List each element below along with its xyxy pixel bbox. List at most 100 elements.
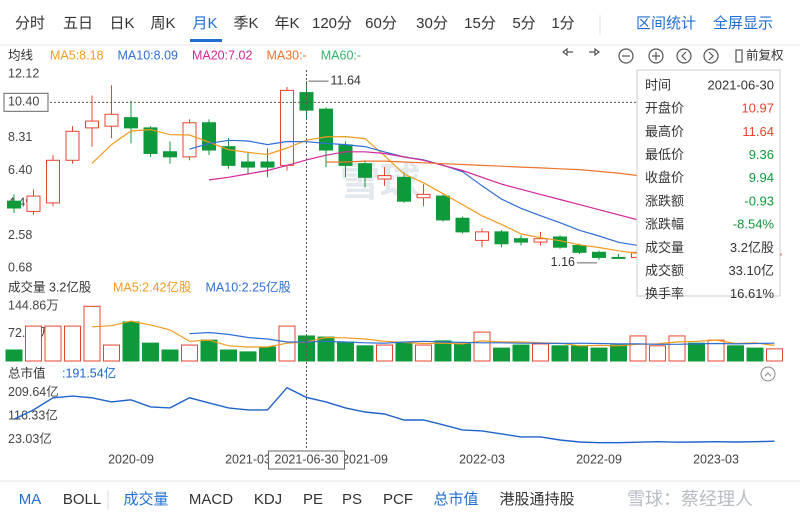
candle-body xyxy=(260,161,275,168)
volume-bar xyxy=(44,325,62,362)
x-tick-label: 2022-03 xyxy=(459,452,505,466)
period-tab[interactable]: 15分 xyxy=(464,15,496,32)
indicator-tab[interactable]: MA xyxy=(19,491,42,508)
volume-bar xyxy=(337,341,354,362)
legend-entry: MA10:8.09 xyxy=(118,48,179,62)
y-tick-label: 8.31 xyxy=(8,130,32,144)
volume-bar xyxy=(766,348,783,362)
candle-body xyxy=(319,108,333,151)
y-tick-label: 12.12 xyxy=(8,66,39,80)
volume-bar xyxy=(727,345,744,362)
prev-icon[interactable] xyxy=(676,48,692,64)
volume-bar xyxy=(512,344,530,362)
y-tick-label: 209.64亿 xyxy=(8,384,59,399)
indicator-tab[interactable]: PCF xyxy=(383,491,413,508)
crosshair-x-box xyxy=(268,450,345,470)
info-panel xyxy=(636,69,781,297)
volume-bar xyxy=(376,344,393,362)
period-tab[interactable]: 月K xyxy=(192,15,217,32)
info-value: 9.36 xyxy=(749,147,774,162)
info-value: 9.94 xyxy=(749,170,774,185)
indicator-tab[interactable]: 成交量 xyxy=(123,490,168,508)
y-tick-label: 144.86万 xyxy=(8,298,59,312)
volume-bar xyxy=(317,336,335,362)
indicator-tab[interactable]: MACD xyxy=(189,491,233,508)
volume-bar xyxy=(239,351,257,362)
indicator-tab[interactable]: PS xyxy=(342,491,362,508)
candle-body xyxy=(46,159,60,204)
volume-bar xyxy=(122,321,140,362)
action-button[interactable]: 全屏显示 xyxy=(713,14,773,32)
info-value: -0.93 xyxy=(744,193,774,208)
indicator-tab[interactable]: KDJ xyxy=(254,491,282,508)
period-tab[interactable]: 周K xyxy=(150,15,175,32)
period-tab[interactable]: 120分 xyxy=(312,15,352,32)
indicator-tab[interactable]: 总市值 xyxy=(433,491,478,508)
x-tick-label: 2022-09 xyxy=(576,452,622,466)
zoom-in-icon[interactable] xyxy=(648,48,664,64)
volume-bar xyxy=(142,342,159,362)
redo-icon[interactable] xyxy=(589,47,600,57)
info-label: 换手率 xyxy=(645,286,684,301)
period-tab[interactable]: 五日 xyxy=(63,15,93,32)
volume-bar xyxy=(493,347,510,362)
volume-bar xyxy=(590,347,608,362)
zoom-out-icon[interactable] xyxy=(618,48,634,64)
candle-body xyxy=(494,231,509,245)
volume-bar xyxy=(200,339,218,362)
candle-body xyxy=(397,176,411,202)
volume-bar xyxy=(746,347,764,362)
volume-bar xyxy=(649,345,666,362)
legend-entry: MA10:2.25亿股 xyxy=(206,279,292,294)
panel-title: 总市值 xyxy=(8,365,46,380)
crosshair-y-box xyxy=(3,92,49,112)
y-tick-label: 2.58 xyxy=(8,228,32,242)
undo-icon[interactable] xyxy=(562,47,573,57)
info-value: 2021-06-30 xyxy=(708,77,775,92)
min-label: 1.16 xyxy=(551,255,575,269)
candle-body xyxy=(455,217,470,233)
collapse-button[interactable] xyxy=(760,366,776,382)
collapse-arrow xyxy=(764,372,772,377)
indicator-tab[interactable]: 港股通持股 xyxy=(499,491,574,508)
candle-body xyxy=(592,251,606,258)
period-tab[interactable]: 60分 xyxy=(365,15,397,32)
candle-body xyxy=(572,245,587,253)
candle-body xyxy=(182,122,197,158)
candle-body xyxy=(514,238,528,243)
volume-ma-line xyxy=(189,331,775,345)
period-tab[interactable]: 1分 xyxy=(551,15,574,32)
period-tab[interactable]: 分时 xyxy=(15,15,45,32)
adjust-button[interactable]: 前复权 xyxy=(746,47,784,62)
candle-body xyxy=(163,151,177,158)
candle-body xyxy=(611,256,626,259)
indicator-tab[interactable]: BOLL xyxy=(63,491,101,508)
max-label: 11.64 xyxy=(331,73,361,87)
next-icon[interactable] xyxy=(703,48,719,64)
y-tick-label: 23.03亿 xyxy=(8,431,52,446)
candle-icon[interactable] xyxy=(735,49,743,63)
info-label: 最高价 xyxy=(645,124,684,139)
period-tab[interactable]: 30分 xyxy=(416,15,448,32)
period-tab[interactable]: 季K xyxy=(233,15,258,32)
period-tab[interactable]: 5分 xyxy=(512,15,535,32)
indicator-tab[interactable]: PE xyxy=(303,491,323,508)
active-underline xyxy=(190,39,222,42)
x-tick-label: 2021-09 xyxy=(342,452,388,466)
volume-bar xyxy=(181,344,198,362)
candle-body xyxy=(221,146,236,166)
info-value: -8.54% xyxy=(733,217,775,232)
info-value: 10.97 xyxy=(741,101,774,116)
period-tab[interactable]: 日K xyxy=(109,15,134,32)
info-label: 收盘价 xyxy=(645,170,684,185)
action-button[interactable]: 区间统计 xyxy=(636,15,696,32)
info-value: 16.61% xyxy=(730,286,775,301)
candle-body xyxy=(533,238,548,243)
panel-title: 成交量 3.2亿股 xyxy=(8,279,92,294)
market-cap-line xyxy=(13,386,775,444)
volume-bar xyxy=(415,344,432,362)
period-tab[interactable]: 年K xyxy=(274,15,299,32)
volume-bar xyxy=(83,305,101,362)
tool-icons[interactable] xyxy=(562,47,743,64)
legend-entry: MA5:2.42亿股 xyxy=(113,279,192,294)
